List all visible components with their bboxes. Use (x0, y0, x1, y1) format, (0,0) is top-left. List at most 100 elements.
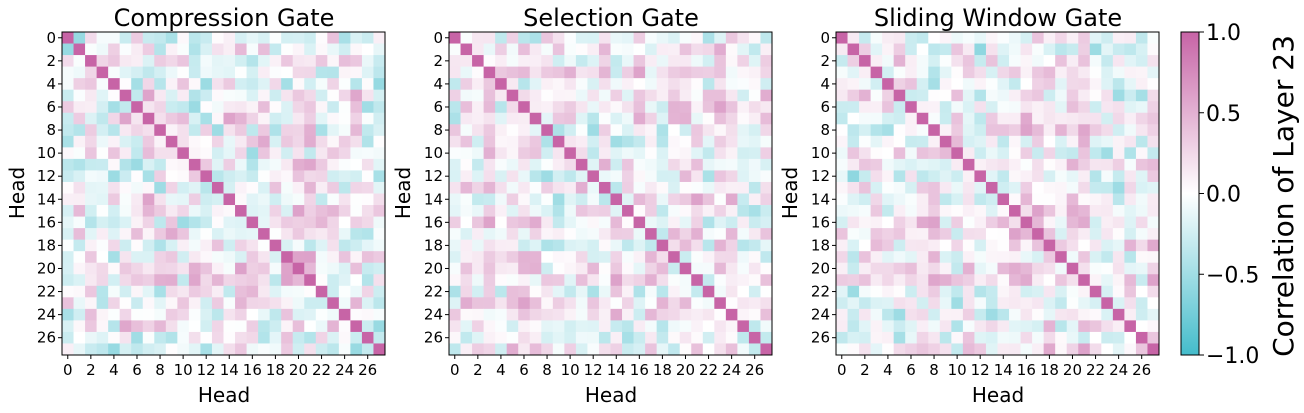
heatmap-cell (1078, 239, 1091, 252)
heatmap-cell (449, 320, 461, 333)
heatmap-cell (760, 135, 773, 148)
heatmap-cell (997, 55, 1010, 67)
heatmap-cell (177, 285, 190, 298)
heatmap-cell (73, 78, 86, 91)
heatmap-cell (529, 193, 542, 206)
heatmap-cell (165, 112, 178, 125)
heatmap-cell (460, 112, 473, 125)
heatmap-cell (587, 124, 600, 137)
heatmap-cell (1147, 251, 1160, 264)
heatmap-cell (1055, 55, 1068, 67)
heatmap-cell (327, 32, 340, 44)
x-tick-label: 20 (1063, 361, 1082, 379)
heatmap-cell (633, 66, 646, 79)
heatmap-cell (859, 331, 871, 344)
heatmap-cell (1055, 228, 1068, 240)
heatmap-cell (882, 320, 895, 333)
heatmap-cell (1078, 285, 1091, 298)
heatmap-cell (962, 205, 975, 217)
heatmap-cell (610, 274, 623, 287)
heatmap-cell (269, 297, 282, 310)
heatmap-cell (85, 32, 97, 44)
heatmap-cell (575, 308, 588, 321)
heatmap-cell (518, 55, 531, 67)
heatmap-cell (748, 193, 761, 206)
heatmap-cell (714, 320, 727, 333)
heatmap-cell (760, 343, 773, 356)
heatmap-cell (1124, 239, 1137, 252)
heatmap-cell (962, 170, 975, 183)
heatmap-cell (859, 158, 871, 171)
heatmap-cell (1135, 262, 1148, 275)
heatmap-cell (916, 239, 929, 252)
heatmap-cell (119, 308, 132, 321)
heatmap-cell (847, 158, 860, 171)
heatmap-cell (177, 239, 190, 252)
heatmap-cell (882, 78, 895, 91)
heatmap-cell (188, 66, 201, 79)
heatmap-cell (188, 147, 201, 160)
heatmap-cell (916, 216, 929, 229)
heatmap-cell (610, 124, 623, 137)
heatmap-cell (449, 297, 461, 310)
heatmap-cell (610, 239, 623, 252)
heatmap-cell (962, 124, 975, 137)
heatmap-cell (235, 320, 247, 333)
heatmap-cell (235, 205, 247, 217)
heatmap-cell (292, 193, 305, 206)
heatmap-cell (1147, 89, 1160, 102)
heatmap-cell (541, 158, 554, 171)
heatmap-cell (552, 262, 565, 275)
heatmap-cell (304, 55, 317, 67)
heatmap-cell (96, 55, 109, 67)
heatmap-cell (847, 216, 860, 229)
heatmap-cell (460, 66, 473, 79)
heatmap-cell (269, 308, 282, 321)
heatmap-cell (258, 112, 270, 125)
heatmap-cell (610, 66, 623, 79)
heatmap-cell (142, 285, 155, 298)
heatmap-cell (85, 239, 97, 252)
heatmap-cell (564, 66, 577, 79)
heatmap-cell (449, 193, 461, 206)
heatmap-cell (338, 89, 351, 102)
heatmap-cell (598, 170, 611, 183)
heatmap-cell (211, 66, 224, 79)
heatmap-cell (495, 181, 508, 194)
heatmap-cell (656, 239, 669, 252)
heatmap-cell (668, 205, 681, 217)
heatmap-cell (373, 193, 386, 206)
heatmap-cell (1020, 308, 1033, 321)
heatmap-cell (1032, 239, 1044, 252)
heatmap-cell (645, 285, 657, 298)
heatmap-cell (449, 285, 461, 298)
heatmap-cell (870, 216, 883, 229)
heatmap-cell (518, 89, 531, 102)
heatmap-cell (258, 55, 270, 67)
heatmap-cell (836, 239, 848, 252)
heatmap-cell (725, 170, 738, 183)
heatmap-cell (119, 66, 132, 79)
heatmap-cell (460, 181, 473, 194)
heatmap-cell (656, 331, 669, 344)
heatmap-cell (1147, 308, 1160, 321)
heatmap-cell (460, 343, 473, 356)
heatmap-cell (737, 285, 750, 298)
heatmap-cell (656, 89, 669, 102)
heatmap-cell (951, 101, 964, 114)
y-tick-label: 2 (820, 52, 830, 70)
heatmap-cell (1112, 112, 1125, 125)
heatmap-cell (235, 55, 247, 67)
heatmap-cell (188, 320, 201, 333)
heatmap-cell (1043, 274, 1056, 287)
heatmap-cell (1089, 181, 1102, 194)
heatmap-cell (1112, 170, 1125, 183)
x-tick-label: 4 (883, 361, 893, 379)
heatmap-cell (460, 228, 473, 240)
heatmap-cell (350, 101, 363, 114)
heatmap-cell (760, 181, 773, 194)
heatmap-cell (73, 170, 86, 183)
x-tick-label: 24 (1109, 361, 1128, 379)
heatmap-cell (1066, 239, 1079, 252)
heatmap-cell (1112, 135, 1125, 148)
